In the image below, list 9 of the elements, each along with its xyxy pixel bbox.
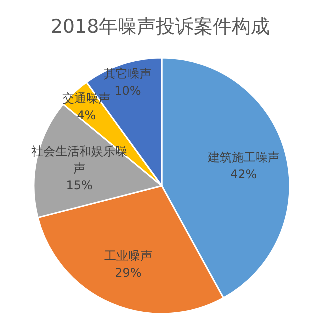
- slice-label: 其它噪声: [104, 66, 152, 81]
- slice-label: 建筑施工噪声: [206, 150, 280, 164]
- slice-label: 工业噪声: [104, 249, 152, 264]
- data-label: 4%: [77, 108, 96, 122]
- data-label: 42%: [230, 167, 258, 182]
- data-label: 29%: [115, 266, 142, 280]
- data-label: 15%: [66, 178, 93, 193]
- data-label: 10%: [114, 84, 142, 98]
- chart-title: 2018年噪声投诉案件构成: [50, 16, 270, 38]
